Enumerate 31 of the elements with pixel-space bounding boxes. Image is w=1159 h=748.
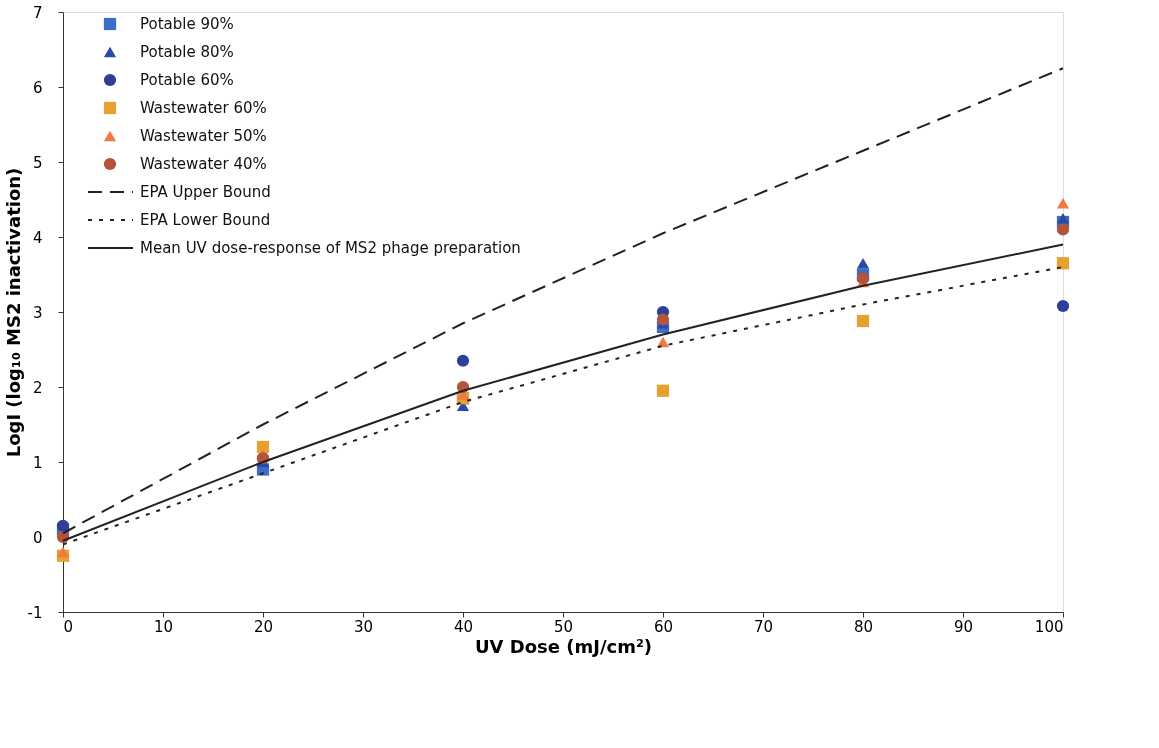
legend-label: Wastewater 40% [140, 155, 267, 173]
legend-label: Mean UV dose-response of MS2 phage preparation [140, 239, 521, 257]
legend-label: Potable 80% [140, 43, 234, 61]
x-tick-label: 50 [553, 617, 574, 636]
x-tick-label: 30 [353, 617, 374, 636]
x-axis-title: UV Dose (mJ/cm²) [474, 635, 653, 657]
x-tick-label: 80 [853, 617, 874, 636]
x-tick-label: 10 [153, 617, 174, 636]
x-tick-label: 100 [1034, 617, 1064, 636]
y-axis-title: LogI (log₁₀ MS2 inactivation) [2, 167, 24, 458]
y-tick-label: 4 [32, 228, 43, 247]
legend-label: Wastewater 50% [140, 127, 267, 145]
x-tick-label: 0 [63, 617, 74, 636]
y-tick-label: 2 [32, 378, 43, 397]
legend-label: EPA Upper Bound [140, 183, 271, 201]
legend-label: EPA Lower Bound [140, 211, 271, 229]
y-tick-label: 5 [32, 153, 43, 172]
y-tick-label: 3 [32, 303, 43, 322]
x-tick-label: 20 [253, 617, 274, 636]
y-tick-label: 6 [32, 78, 43, 97]
y-tick-label: -1 [27, 603, 43, 622]
x-tick-label: 40 [453, 617, 474, 636]
legend-label: Wastewater 60% [140, 99, 267, 117]
legend-label: Potable 90% [140, 15, 234, 33]
legend-label: Potable 60% [140, 71, 234, 89]
y-tick-label: 1 [32, 453, 43, 472]
x-tick-label: 70 [753, 617, 774, 636]
x-tick-label: 60 [653, 617, 674, 636]
y-tick-label: 7 [32, 3, 43, 22]
y-tick-label: 0 [32, 528, 43, 547]
x-tick-label: 90 [953, 617, 974, 636]
